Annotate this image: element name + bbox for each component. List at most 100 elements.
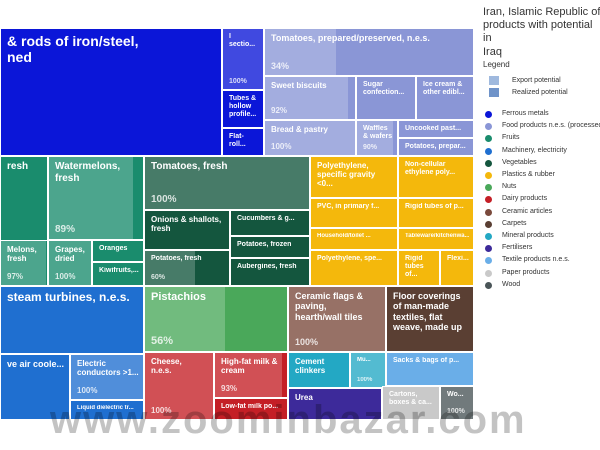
realized-potential-bar	[215, 353, 282, 397]
tile-label: steam turbines, n.e.s.	[7, 291, 130, 304]
treemap-tile[interactable]: Polyethylene, specific gravity <0...	[310, 156, 398, 198]
realized-potential-bar	[289, 287, 385, 351]
legend-item[interactable]: Vegetables	[483, 158, 600, 170]
tile-label: Uncooked past...	[405, 125, 462, 132]
legend-item[interactable]: Food products n.e.s. (processed)	[483, 121, 600, 133]
treemap-tile[interactable]: Tubes & hollow profile...	[222, 90, 264, 128]
legend-item[interactable]: Carpets	[483, 219, 600, 231]
legend-swatch	[489, 88, 499, 97]
legend-item[interactable]: Textile products n.e.s.	[483, 255, 600, 267]
treemap-tile[interactable]: Electric conductors >1... 100%	[70, 354, 144, 400]
chart-title: Iran, Islamic Republic of products with …	[483, 6, 600, 58]
legend-label: Food products n.e.s. (processed)	[502, 122, 600, 130]
legend-item[interactable]: Fertilisers	[483, 243, 600, 255]
treemap-tile[interactable]: Onions & shallots, fresh	[144, 210, 230, 250]
treemap-tile[interactable]: Non-cellular ethylene poly...	[398, 156, 474, 198]
treemap-tile[interactable]: Flexi...	[440, 250, 474, 286]
treemap-tile[interactable]: Tomatoes, fresh 100%	[144, 156, 310, 210]
treemap-tile[interactable]: Watermelons, fresh 89%	[48, 156, 144, 240]
legend-item[interactable]: Mineral products	[483, 231, 600, 243]
tile-label: Oranges	[99, 245, 128, 252]
legend-item[interactable]: Ferrous metals	[483, 109, 600, 121]
tile-label: Sweet biscuits	[271, 81, 327, 90]
realized-potential-bar	[351, 353, 385, 387]
treemap-tile[interactable]: Cheese, n.e.s. 100%	[144, 352, 214, 420]
legend-label: Dairy products	[502, 195, 548, 203]
legend-dot	[485, 196, 492, 204]
treemap-tile[interactable]: Cucumbers & g...	[230, 210, 310, 236]
tile-label: Onions & shallots, fresh	[151, 215, 222, 234]
realized-potential-bar	[1, 241, 46, 285]
legend-item[interactable]: Plastics & rubber	[483, 170, 600, 182]
tile-label: Mu...	[357, 357, 371, 363]
treemap-tile[interactable]: Mu... 100%	[350, 352, 386, 388]
treemap-tile[interactable]: Floor coverings of man-made textiles, fl…	[386, 286, 474, 352]
treemap-tile[interactable]: Potatoes, prepar...	[398, 138, 474, 156]
tile-label: Polyethylene, spe...	[317, 255, 382, 262]
treemap-tile[interactable]: Wo... 100%	[440, 386, 474, 420]
treemap-tile[interactable]: Sugar confection...	[356, 76, 416, 120]
realized-potential-bar	[145, 157, 309, 209]
treemap-tile[interactable]: Household/toilet ...	[310, 228, 398, 250]
tile-label: Wo...	[447, 391, 464, 398]
treemap-tile[interactable]: steam turbines, n.e.s.	[0, 286, 144, 354]
treemap-tile[interactable]: Tomatoes, prepared/preserved, n.e.s. 34%	[264, 28, 474, 76]
treemap-tile[interactable]: Rigid tubes of p...	[398, 198, 474, 228]
treemap-tile[interactable]: Rigid tubes of...	[398, 250, 440, 286]
legend-item[interactable]: Dairy products	[483, 194, 600, 206]
legend-item[interactable]: Paper products	[483, 268, 600, 280]
tile-percent: 100%	[357, 377, 373, 383]
treemap-tile[interactable]: I sectio... 100%	[222, 28, 264, 90]
treemap-tile[interactable]: Low-fat milk po...	[214, 398, 288, 420]
treemap-tile[interactable]: Potatoes, fresh 60%	[144, 250, 230, 286]
treemap-tile[interactable]: Ice cream & other edibl...	[416, 76, 474, 120]
treemap-tile[interactable]: Urea	[288, 388, 382, 420]
tile-label: Rigid tubes of p...	[405, 203, 464, 210]
treemap-tile[interactable]: Grapes, dried 100%	[48, 240, 92, 286]
tile-label: Cartons, boxes & ca...	[389, 391, 432, 407]
treemap-tile[interactable]: Cartons, boxes & ca...	[382, 386, 440, 420]
treemap-tile[interactable]: PVC, in primary f...	[310, 198, 398, 228]
treemap-tile[interactable]: ve air coole...	[0, 354, 70, 420]
legend-item[interactable]: Machinery, electricity	[483, 146, 600, 158]
tile-label: Household/toilet ...	[317, 233, 371, 239]
tile-label: Sacks & bags of p...	[393, 357, 460, 364]
tile-label: Watermelons, fresh	[55, 161, 121, 184]
treemap-tile[interactable]: Flat-roll...	[222, 128, 264, 156]
legend-item[interactable]: Wood	[483, 280, 600, 292]
treemap-tile[interactable]: Polyethylene, spe...	[310, 250, 398, 286]
tile-label: ve air coole...	[7, 359, 65, 369]
legend-dot	[485, 111, 492, 118]
tile-label: Electric conductors >1...	[77, 359, 139, 378]
legend-label: Carpets	[502, 219, 527, 227]
tile-label: Tubes & hollow profile...	[229, 95, 257, 119]
treemap-tile[interactable]: Bread & pastry 100%	[264, 120, 356, 156]
treemap-tile[interactable]: & rods of iron/steel, ned	[0, 28, 222, 156]
treemap-tile[interactable]: High-fat milk & cream 93%	[214, 352, 288, 398]
treemap-tile[interactable]: Uncooked past...	[398, 120, 474, 138]
treemap-tile[interactable]: Kiwifruits,...	[92, 262, 144, 286]
legend-item[interactable]: Fruits	[483, 133, 600, 145]
treemap-tile[interactable]: Aubergines, fresh	[230, 258, 310, 286]
legend-item[interactable]: Nuts	[483, 182, 600, 194]
treemap-tile[interactable]: Waffles & wafers 90%	[356, 120, 398, 156]
treemap-tile[interactable]: Ceramic flags & paving, hearth/wall tile…	[288, 286, 386, 352]
treemap-tile[interactable]: Melons, fresh 97%	[0, 240, 48, 286]
realized-potential-bar	[71, 355, 143, 399]
legend-label: Fruits	[502, 134, 520, 142]
treemap-tile[interactable]: Sweet biscuits 92%	[264, 76, 356, 120]
treemap-tile[interactable]: Potatoes, frozen	[230, 236, 310, 258]
legend-dot	[485, 184, 492, 192]
treemap-tile[interactable]: Oranges	[92, 240, 144, 262]
realized-potential-bar	[145, 287, 225, 351]
legend-label: Paper products	[502, 268, 550, 276]
treemap-tile[interactable]: Sacks & bags of p...	[386, 352, 474, 386]
legend-item[interactable]: Ceramic articles	[483, 207, 600, 219]
treemap-tile[interactable]: Pistachios 56%	[144, 286, 288, 352]
tile-percent: 34%	[271, 61, 290, 71]
tile-label: Ceramic flags & paving, hearth/wall tile…	[295, 291, 364, 322]
treemap-tile[interactable]: Cement clinkers	[288, 352, 350, 388]
treemap-tile[interactable]: Tableware/kitchenwa...	[398, 228, 474, 250]
tile-label: Cheese, n.e.s.	[151, 357, 182, 376]
treemap-tile[interactable]: Liquid dielectric tr...	[70, 400, 144, 420]
